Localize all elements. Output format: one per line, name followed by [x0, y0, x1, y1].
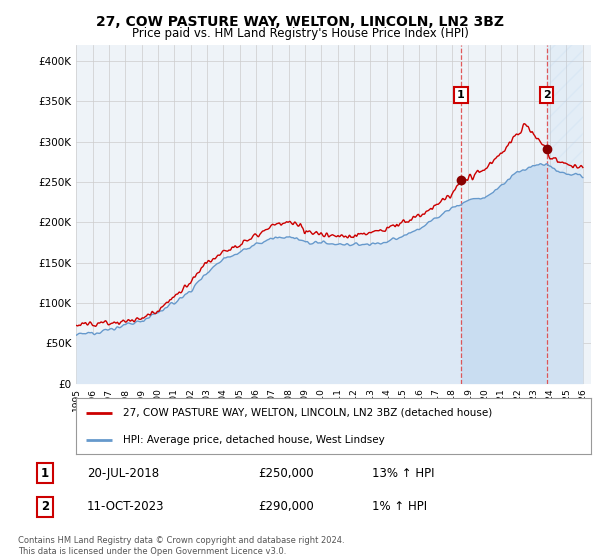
Text: Price paid vs. HM Land Registry's House Price Index (HPI): Price paid vs. HM Land Registry's House …	[131, 27, 469, 40]
Text: Contains HM Land Registry data © Crown copyright and database right 2024.
This d: Contains HM Land Registry data © Crown c…	[18, 536, 344, 556]
Text: 1: 1	[41, 466, 49, 480]
Text: £290,000: £290,000	[258, 500, 314, 514]
Text: HPI: Average price, detached house, West Lindsey: HPI: Average price, detached house, West…	[122, 435, 384, 445]
Text: 1% ↑ HPI: 1% ↑ HPI	[372, 500, 427, 514]
Text: 2: 2	[41, 500, 49, 514]
Text: 20-JUL-2018: 20-JUL-2018	[87, 466, 159, 480]
Text: £250,000: £250,000	[258, 466, 314, 480]
Text: 27, COW PASTURE WAY, WELTON, LINCOLN, LN2 3BZ (detached house): 27, COW PASTURE WAY, WELTON, LINCOLN, LN…	[122, 408, 492, 418]
Text: 27, COW PASTURE WAY, WELTON, LINCOLN, LN2 3BZ: 27, COW PASTURE WAY, WELTON, LINCOLN, LN…	[96, 15, 504, 29]
Text: 13% ↑ HPI: 13% ↑ HPI	[372, 466, 434, 480]
Text: 2: 2	[542, 90, 550, 100]
Text: 11-OCT-2023: 11-OCT-2023	[87, 500, 164, 514]
Text: 1: 1	[457, 90, 465, 100]
